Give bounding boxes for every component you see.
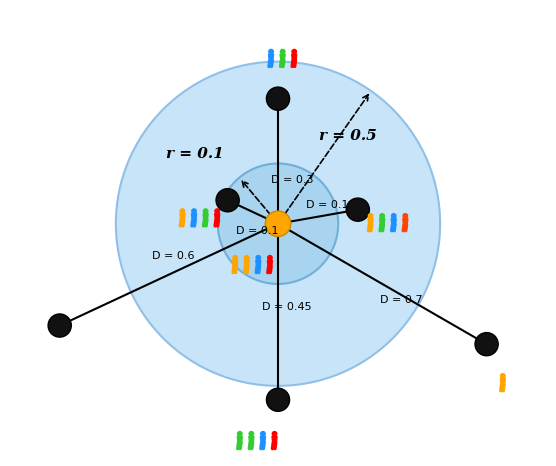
Circle shape (261, 432, 265, 436)
Polygon shape (180, 214, 185, 220)
Circle shape (215, 209, 220, 213)
Polygon shape (3, 328, 8, 334)
Circle shape (272, 432, 277, 436)
Polygon shape (391, 219, 396, 225)
Circle shape (249, 432, 254, 436)
Circle shape (524, 374, 528, 378)
Polygon shape (237, 436, 242, 443)
Circle shape (475, 333, 498, 356)
Polygon shape (244, 260, 249, 267)
Circle shape (48, 314, 71, 337)
Text: D = 0.3: D = 0.3 (271, 175, 313, 185)
Circle shape (116, 62, 440, 386)
Text: r = 0.1: r = 0.1 (166, 147, 224, 161)
Circle shape (267, 255, 272, 260)
Polygon shape (267, 260, 272, 267)
Circle shape (216, 189, 239, 212)
Polygon shape (191, 214, 197, 220)
Circle shape (266, 87, 290, 110)
Circle shape (203, 209, 208, 213)
Polygon shape (280, 54, 285, 60)
Text: D = 0.1: D = 0.1 (306, 200, 349, 210)
Polygon shape (203, 214, 208, 220)
Circle shape (256, 255, 261, 260)
Text: r = 0.5: r = 0.5 (319, 129, 376, 143)
Circle shape (346, 198, 369, 221)
Circle shape (269, 49, 274, 54)
Polygon shape (260, 436, 266, 443)
Circle shape (233, 255, 237, 260)
Circle shape (192, 209, 196, 213)
Circle shape (391, 214, 396, 218)
Polygon shape (523, 378, 529, 384)
Circle shape (265, 211, 291, 236)
Text: D = 0.6: D = 0.6 (152, 251, 195, 261)
Polygon shape (292, 54, 297, 60)
Circle shape (180, 209, 185, 213)
Circle shape (380, 214, 384, 218)
Circle shape (245, 255, 249, 260)
Polygon shape (215, 214, 220, 220)
Circle shape (218, 164, 338, 284)
Text: D = 0.1: D = 0.1 (236, 226, 279, 235)
Polygon shape (256, 260, 261, 267)
Circle shape (500, 374, 505, 378)
Polygon shape (232, 260, 238, 267)
Polygon shape (500, 378, 505, 384)
Polygon shape (269, 54, 274, 60)
Circle shape (512, 374, 517, 378)
Text: D = 0.7: D = 0.7 (380, 295, 422, 305)
Circle shape (280, 49, 285, 54)
Polygon shape (403, 219, 408, 225)
Circle shape (368, 214, 373, 218)
Polygon shape (512, 378, 517, 384)
Circle shape (292, 49, 296, 54)
Circle shape (403, 214, 408, 218)
Polygon shape (249, 436, 254, 443)
Polygon shape (272, 436, 277, 443)
Text: D = 0.45: D = 0.45 (262, 302, 312, 312)
Polygon shape (368, 219, 373, 225)
Circle shape (237, 432, 242, 436)
Circle shape (266, 388, 290, 411)
Polygon shape (380, 219, 385, 225)
Circle shape (3, 322, 7, 327)
